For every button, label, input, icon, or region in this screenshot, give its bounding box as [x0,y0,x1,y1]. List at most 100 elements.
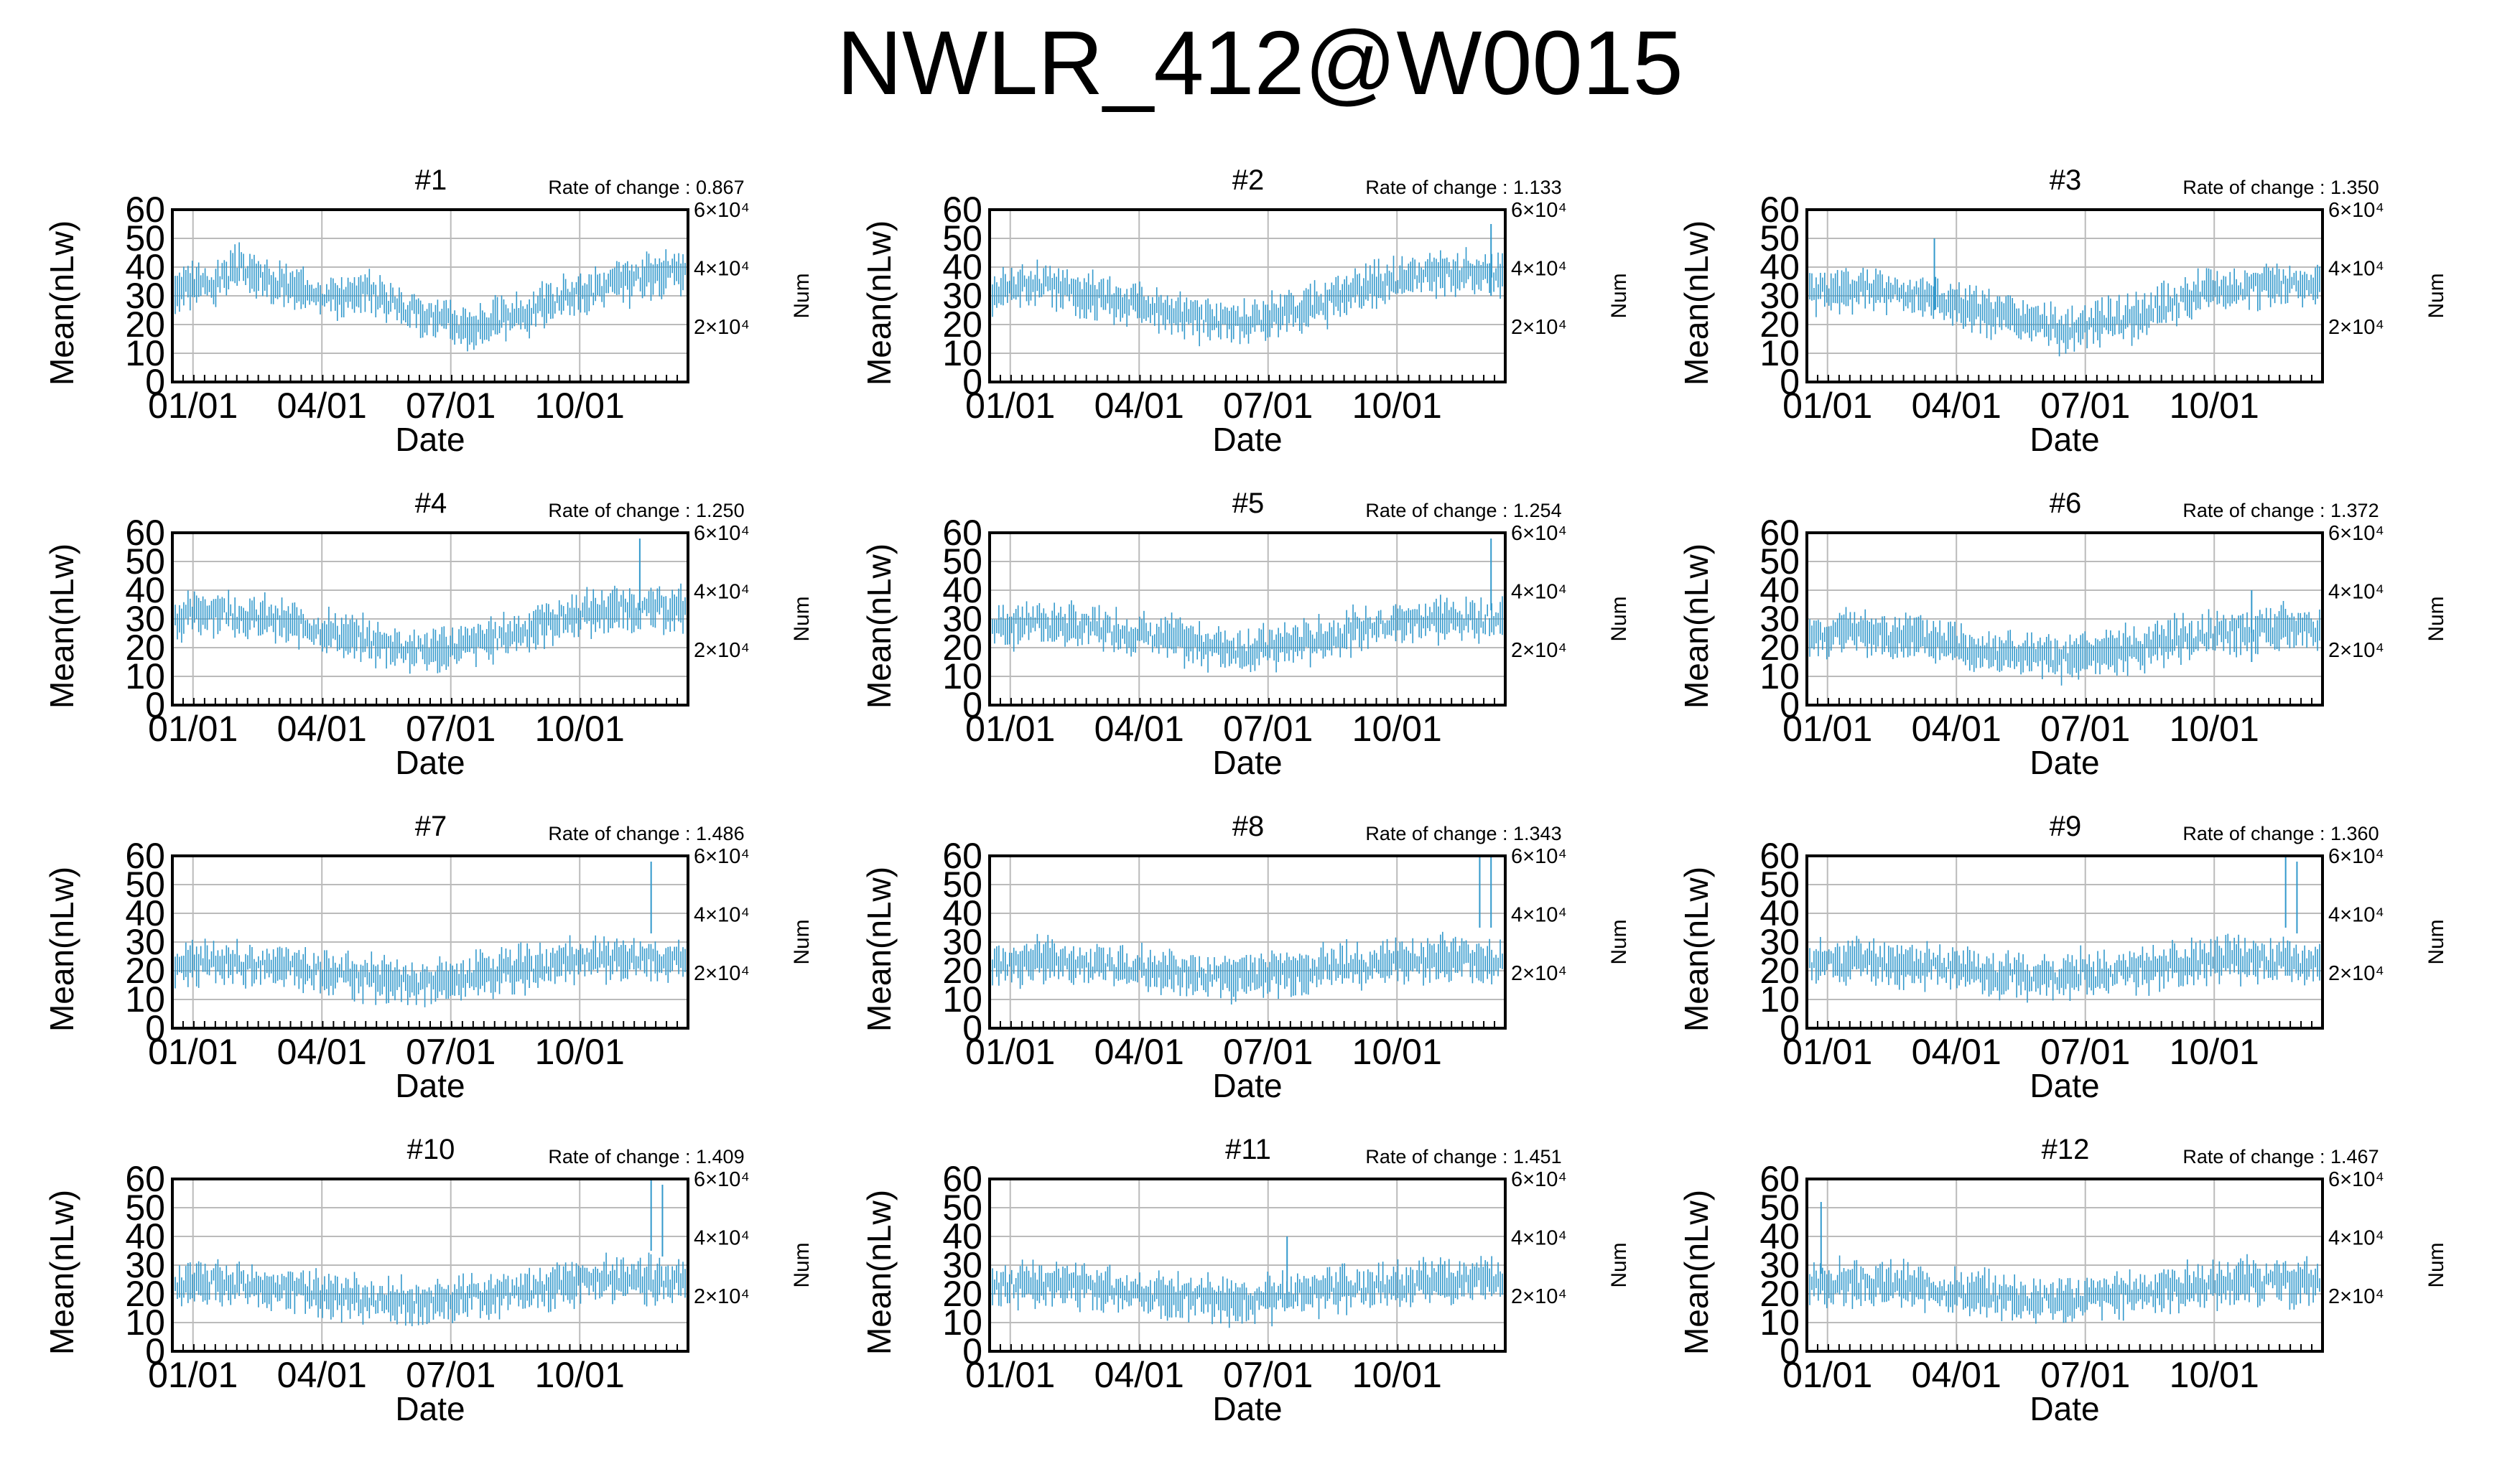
y2-tick-label: 6×10⁴ [694,1168,750,1191]
y-tick-label: 0 [962,685,982,725]
series-bars [992,1236,1503,1328]
x-minor-ticks [1806,698,2323,705]
y2-tick-label: 6×10⁴ [694,199,750,222]
x-tick-label: 10/01 [2170,709,2259,749]
y-tick-label: 50 [125,218,165,258]
x-axis-label: Date [1212,744,1282,781]
x-tick-label: 01/01 [1782,386,1872,426]
y-tick-label: 50 [1759,541,1800,582]
x-tick-label: 01/01 [148,1355,238,1395]
y2-tick-label: 2×10⁴ [694,316,750,339]
y-tick-label: 0 [145,1331,165,1371]
y-tick-label: 10 [125,979,165,1020]
x-tick-label: 04/01 [1912,709,2001,749]
x-axis-label: Date [395,1067,465,1104]
y2-tick-label: 2×10⁴ [694,1285,750,1308]
chart-panel: #5 Rate of change : 1.254 0 10 20 30 40 50 60 2×1… [860,488,1693,813]
y-tick-label: 50 [125,541,165,582]
y-tick-label: 20 [1759,1274,1800,1314]
y-tick-label: 50 [942,1188,982,1228]
x-axis-label: Date [395,1390,465,1427]
x-minor-ticks [172,698,689,705]
x-minor-ticks [1806,375,2323,382]
y2-tick-label: 6×10⁴ [1511,845,1567,868]
x-tick-label: 04/01 [1912,386,2001,426]
y-axis-label: Mean(nLw) [860,220,898,386]
y-tick-label: 30 [1759,922,1800,962]
x-tick-label: 01/01 [148,386,238,426]
y-tick-label: 40 [942,247,982,287]
x-tick-label: 07/01 [406,709,496,749]
chart-panel: #4 Rate of change : 1.250 0 10 20 30 40 50 60 2×1… [43,488,876,813]
x-tick-label: 07/01 [1223,386,1313,426]
chart-panel: #12 Rate of change : 1.467 0 10 20 30 40 50 60 2×… [1678,1134,2511,1459]
y2-tick-label: 4×10⁴ [694,1227,750,1250]
series-bars [1809,238,2320,357]
x-tick-label: 04/01 [1094,709,1184,749]
x-tick-label: 10/01 [1352,386,1442,426]
x-tick-label: 07/01 [406,1032,496,1072]
y-tick-label: 0 [962,362,982,402]
rate-of-change-label: Rate of change : 1.254 [1365,500,1561,521]
y-tick-label: 50 [942,541,982,582]
y-tick-label: 60 [1759,836,1800,876]
x-tick-label: 04/01 [1094,1032,1184,1072]
rate-of-change-label: Rate of change : 1.360 [2182,823,2379,844]
y-tick-label: 50 [942,864,982,905]
gridlines [172,209,688,383]
x-minor-ticks [172,1021,689,1028]
y-tick-label: 20 [942,1274,982,1314]
y-tick-label: 60 [125,1159,165,1199]
x-tick-label: 04/01 [1912,1355,2001,1395]
y2-axis-label: Num [790,1242,814,1287]
figure-title: NWLR_412@W0015 [837,12,1683,113]
x-axis-label: Date [1212,421,1282,458]
y-tick-label: 50 [942,218,982,258]
y-tick-label: 40 [942,893,982,933]
y-tick-label: 40 [1759,1216,1800,1257]
series-bars [1809,1202,2320,1324]
y-tick-label: 0 [145,685,165,725]
series-bars [175,242,686,352]
series-bars [992,856,1503,1005]
chart-panel: #8 Rate of change : 1.343 0 10 20 30 40 50 60 2×1… [860,811,1693,1136]
y2-tick-label: 2×10⁴ [2328,1285,2384,1308]
x-axis-label: Date [2030,1067,2099,1104]
y-tick-label: 60 [942,1159,982,1199]
y-tick-label: 40 [125,893,165,933]
panel-title: #12 [2042,1134,2090,1165]
y-tick-label: 30 [942,599,982,639]
y-axis-label: Mean(nLw) [43,867,80,1032]
gridlines [172,855,688,1029]
y2-axis-label: Num [1607,596,1631,641]
x-tick-label: 10/01 [2170,1355,2259,1395]
y2-tick-label: 4×10⁴ [694,258,750,281]
rate-of-change-label: Rate of change : 1.486 [548,823,744,844]
x-tick-label: 04/01 [1094,1355,1184,1395]
y-tick-label: 10 [125,1302,165,1343]
y2-tick-label: 4×10⁴ [694,904,750,927]
x-tick-label: 01/01 [1782,1355,1872,1395]
series-bars [992,224,1503,347]
y2-tick-label: 6×10⁴ [2328,1168,2384,1191]
chart-panel: #3 Rate of change : 1.350 0 10 20 30 40 50 60 2×1… [1678,164,2511,490]
y2-tick-label: 6×10⁴ [1511,199,1567,222]
x-tick-label: 07/01 [2040,709,2130,749]
x-tick-label: 07/01 [406,1355,496,1395]
y-tick-label: 30 [1759,599,1800,639]
y2-tick-label: 6×10⁴ [2328,845,2384,868]
gridlines [1807,1178,2323,1352]
panel-title: #2 [1232,164,1265,196]
y-tick-label: 0 [145,1008,165,1048]
x-axis-label: Date [395,421,465,458]
y-tick-label: 20 [942,628,982,668]
y-tick-label: 40 [1759,570,1800,610]
rate-of-change-label: Rate of change : 1.250 [548,500,744,521]
y-axis-label: Mean(nLw) [43,544,80,709]
